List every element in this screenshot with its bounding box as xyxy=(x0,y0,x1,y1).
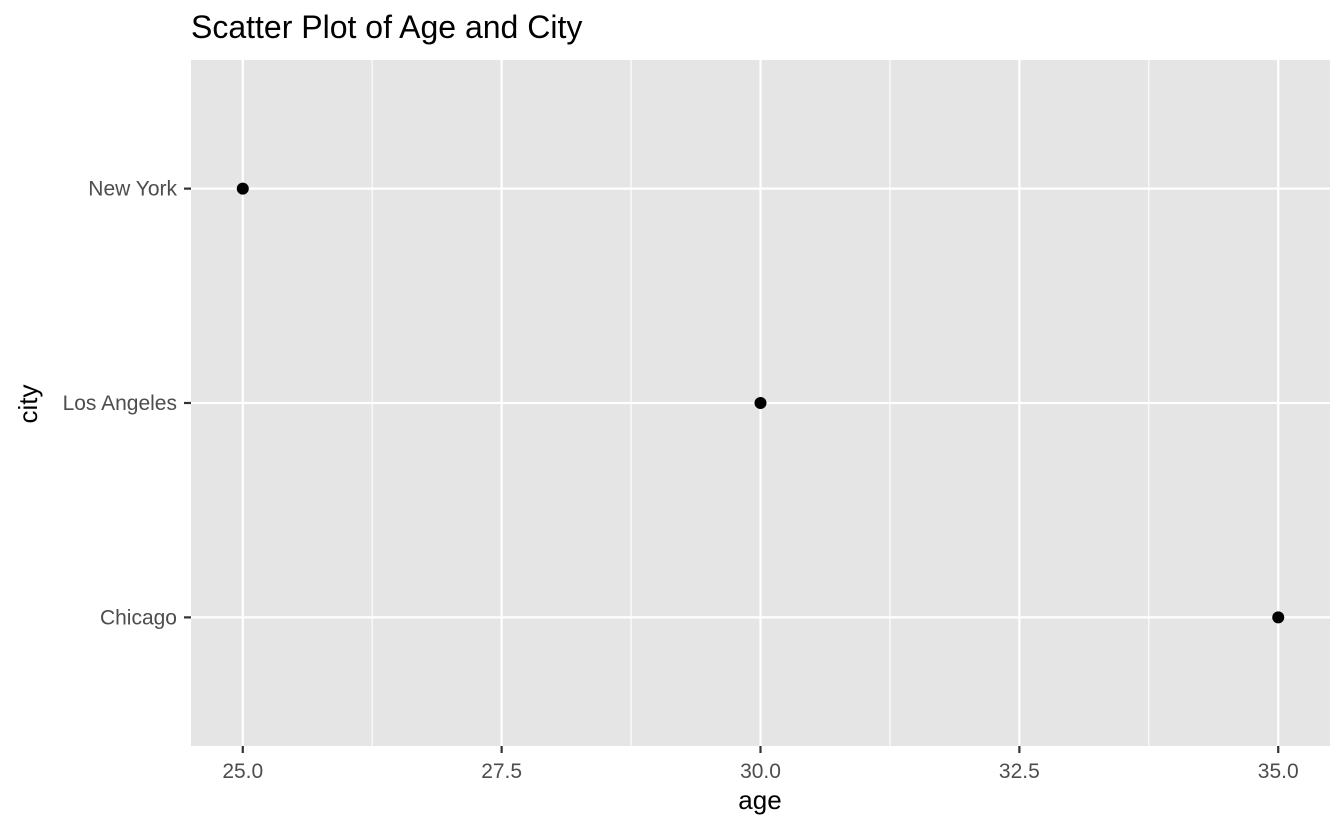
y-tick-label: New York xyxy=(88,178,177,201)
data-point xyxy=(754,397,767,409)
x-tick-label: 35.0 xyxy=(1258,760,1299,783)
x-tick-label: 27.5 xyxy=(481,760,522,783)
x-tick-label: 30.0 xyxy=(740,760,781,783)
y-axis: Chicago Los Angeles New York xyxy=(63,178,191,629)
y-tick-label: Chicago xyxy=(100,606,177,629)
data-point xyxy=(236,182,249,195)
x-axis: 25.0 27.5 30.0 32.5 35.0 xyxy=(222,746,1299,783)
y-axis-title: city xyxy=(13,385,43,424)
x-tick-label: 25.0 xyxy=(222,760,263,783)
x-axis-title: age xyxy=(738,785,781,815)
chart-title: Scatter Plot of Age and City xyxy=(191,9,582,45)
data-point xyxy=(1272,611,1285,624)
x-tick-label: 32.5 xyxy=(999,760,1040,783)
y-tick-label: Los Angeles xyxy=(63,392,177,415)
data-points xyxy=(236,182,1285,624)
